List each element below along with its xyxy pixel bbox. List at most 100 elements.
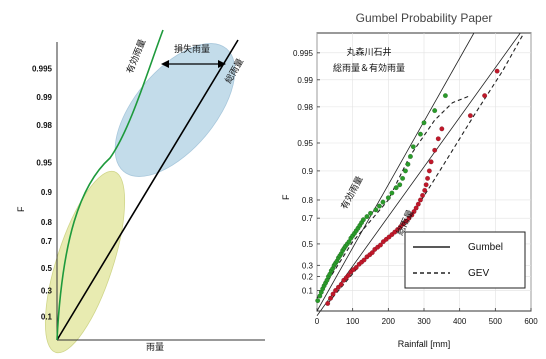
total-data-point — [338, 281, 344, 287]
gumbel-y-tick-label: 0.99 — [297, 76, 313, 85]
total-data-point — [420, 192, 426, 198]
effective-data-point — [402, 168, 408, 174]
total-data-point — [397, 224, 403, 230]
effective-data-point — [373, 207, 379, 213]
gumbel-data-points — [315, 68, 500, 306]
gumbel-x-tick-label: 100 — [346, 317, 360, 326]
total-data-point — [413, 205, 419, 211]
legend-gev-label: GEV — [468, 268, 489, 279]
gumbel-y-tick-label: 0.995 — [293, 49, 314, 58]
total-data-point — [439, 126, 445, 132]
total-data-point — [328, 295, 334, 301]
gumbel-y-label: F — [281, 194, 291, 200]
total-data-point — [425, 175, 431, 181]
effective-data-point — [442, 93, 448, 99]
effective-data-point — [405, 161, 411, 167]
legend-box — [404, 231, 526, 289]
schematic-y-tick-label: 0.99 — [36, 93, 52, 102]
effective-series-label: 有効雨量 — [338, 174, 365, 211]
total-data-point — [369, 250, 375, 256]
gumbel-chart-title: Gumbel Probability Paper — [356, 11, 493, 25]
gumbel-x-tick-label: 300 — [417, 317, 431, 326]
total-data-point — [335, 284, 341, 290]
effective-data-point — [400, 175, 406, 181]
schematic-y-tick-label: 0.8 — [41, 218, 53, 227]
effective-data-point — [421, 120, 427, 126]
gumbel-x-tick-label: 0 — [315, 317, 320, 326]
schematic-y-tick-label: 0.5 — [41, 264, 53, 273]
gumbel-x-label: Rainfall [mm] — [398, 339, 451, 349]
effective-data-point — [376, 203, 382, 209]
gumbel-y-tick-label: 0.98 — [297, 103, 313, 112]
total-data-point — [345, 272, 351, 278]
gumbel-x-tick-label: 400 — [453, 317, 467, 326]
total-data-point — [422, 187, 428, 193]
gumbel-x-tick-label: 600 — [524, 317, 538, 326]
total-rain-line — [56, 39, 239, 341]
effective-data-point — [397, 182, 403, 188]
loss-arrow-head-right — [218, 60, 226, 68]
effective-data-point — [417, 131, 423, 137]
schematic-y-ticks: 0.1 0.3 0.5 0.7 0.8 0.9 0.95 0.98 0.99 0.995 — [32, 65, 53, 322]
total-data-point — [428, 159, 434, 165]
effective-data-point — [389, 190, 395, 196]
schematic-panel: 0.1 0.3 0.5 0.7 0.8 0.9 0.95 0.98 0.99 0.995 F 雨量… — [16, 29, 265, 354]
loss-rain-label: 損失雨量 — [174, 43, 210, 54]
gumbel-panel: Gumbel Probability Paper 0 100 200 300 400 50… — [281, 11, 538, 349]
schematic-y-tick-label: 0.1 — [41, 313, 53, 322]
total-gev-fit-curve — [327, 32, 525, 304]
total-data-point — [435, 136, 441, 142]
gumbel-y-tick-label: 0.8 — [302, 196, 314, 205]
schematic-y-label: F — [16, 206, 26, 212]
gumbel-y-tick-label: 0.3 — [302, 261, 314, 270]
total-data-point — [330, 291, 336, 297]
total-data-point — [333, 287, 339, 293]
total-data-point — [403, 218, 409, 224]
legend: Gumbel GEV — [404, 231, 526, 289]
gumbel-x-tick-label: 200 — [382, 317, 396, 326]
total-data-point — [353, 264, 359, 270]
total-data-point — [409, 212, 415, 218]
effective-data-point — [385, 195, 391, 201]
total-data-point — [432, 147, 438, 153]
schematic-y-tick-label: 0.3 — [41, 286, 53, 295]
total-data-point — [482, 93, 488, 99]
total-data-point — [417, 197, 423, 203]
total-data-point — [400, 221, 406, 227]
effective-data-point — [410, 144, 416, 150]
inset-title-line-2: 総雨量＆有効雨量 — [333, 62, 405, 73]
effective-data-point — [364, 214, 370, 220]
legend-gumbel-label: Gumbel — [468, 242, 503, 253]
effective-data-point — [407, 153, 413, 159]
loss-arrow-head-left — [161, 60, 169, 68]
lower-region-ellipse — [44, 170, 126, 354]
total-data-point — [426, 168, 432, 174]
inset-title-line-1: 丸森川石井 — [346, 46, 391, 57]
total-data-point — [467, 113, 473, 119]
total-data-point — [325, 300, 331, 306]
effective-data-point — [380, 199, 386, 205]
total-data-point — [406, 215, 412, 221]
gumbel-y-tick-label: 0.2 — [302, 273, 314, 282]
effective-data-point — [432, 108, 438, 114]
total-data-point — [494, 68, 500, 74]
gumbel-x-ticks: 0 100 200 300 400 500 600 — [315, 308, 538, 326]
total-data-point — [423, 182, 429, 188]
schematic-x-label: 雨量 — [146, 342, 164, 352]
effective-gumbel-fit-line — [316, 32, 475, 312]
effective-data-point — [360, 217, 366, 223]
effective-data-point — [315, 298, 321, 304]
gumbel-x-tick-label: 500 — [489, 317, 503, 326]
gumbel-y-tick-label: 0.5 — [302, 240, 314, 249]
total-data-point — [361, 257, 367, 263]
gumbel-y-tick-label: 0.7 — [302, 214, 314, 223]
schematic-y-tick-label: 0.98 — [36, 121, 52, 130]
gumbel-y-tick-label: 0.9 — [302, 167, 314, 176]
effective-data-point — [368, 210, 374, 216]
gumbel-y-tick-label: 0.1 — [302, 286, 314, 295]
schematic-y-tick-label: 0.9 — [41, 188, 53, 197]
total-gumbel-fit-line — [316, 32, 521, 316]
total-data-point — [415, 201, 421, 207]
